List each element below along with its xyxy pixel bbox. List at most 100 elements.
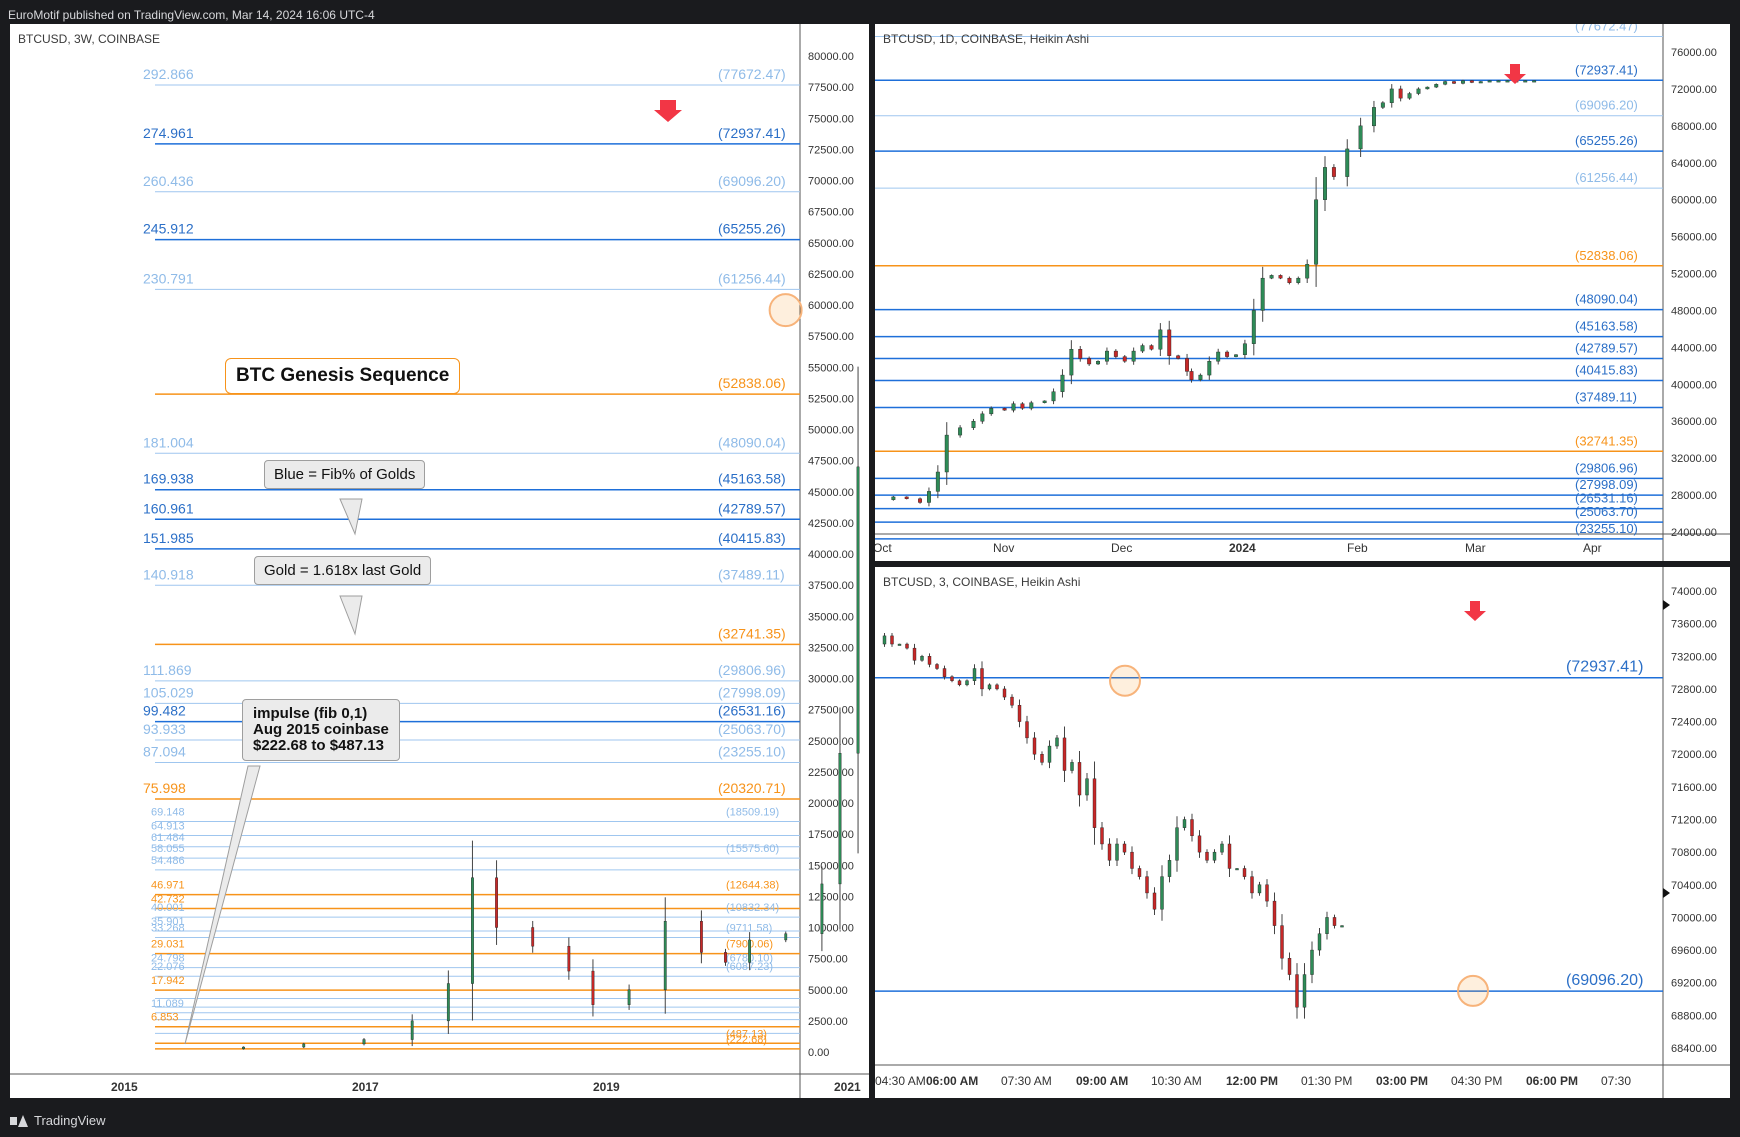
candle (1305, 264, 1310, 279)
chart-panel-1d[interactable]: 76000.00 72000.00 68000.00 64000.00 60000.00… (875, 24, 1730, 561)
candle (1131, 350, 1136, 362)
candle (1314, 199, 1319, 265)
candle (1032, 737, 1037, 755)
candle (1190, 819, 1194, 837)
candle (1207, 361, 1212, 376)
x-tick-label: 2024 (1229, 541, 1256, 555)
fib-price-label: (9711.58) (726, 922, 772, 934)
candle (1107, 843, 1112, 861)
fib-price-label: (37489.11) (718, 566, 785, 582)
y-tick-label: 55000.00 (808, 362, 854, 374)
candle (1002, 408, 1007, 411)
candle (1212, 851, 1217, 861)
fib-price-label: (52838.06) (718, 375, 786, 391)
chart-panel-3m[interactable]: 74000.00 73600.00 73200.00 72800.00 72400.00… (875, 567, 1730, 1098)
candle (1487, 80, 1492, 83)
candle (1461, 80, 1465, 84)
y-tick-label: 69600.00 (1671, 945, 1717, 957)
candle (1176, 355, 1181, 359)
candle (1167, 329, 1172, 356)
y-tick-label: 22500.00 (808, 767, 854, 779)
candle (627, 989, 631, 1005)
candle (897, 643, 902, 646)
candle (1055, 737, 1059, 747)
candle (471, 877, 474, 984)
candle (700, 921, 703, 953)
x-tick-label: 04:30 PM (1451, 1074, 1502, 1088)
y-tick-label: 48000.00 (1671, 305, 1717, 317)
price-level-label: (26531.16) (1575, 491, 1638, 506)
candle (1115, 843, 1119, 861)
candle (1452, 81, 1456, 84)
candle (1389, 88, 1394, 103)
candle (1160, 876, 1164, 910)
chart-3m-svg[interactable]: 74000.00 73600.00 73200.00 72800.00 72400.00… (875, 567, 1730, 1098)
chart-panel-3w[interactable]: 80000.00 77500.00 75000.00 72500.00 70000.00… (10, 24, 869, 1098)
y-tick-label: 44000.00 (1671, 342, 1717, 354)
y-tick-label: 72000.00 (1671, 84, 1717, 96)
callout-tail (339, 595, 363, 636)
fib-pct-label: 6.853 (151, 1012, 179, 1024)
chart-1d-svg[interactable]: 76000.00 72000.00 68000.00 64000.00 60000.00… (875, 24, 1730, 561)
y-tick-label: 64000.00 (1671, 158, 1717, 170)
candle (920, 656, 924, 661)
candle (1278, 275, 1283, 279)
fib-pct-label: 22.076 (151, 961, 185, 973)
candle (1078, 349, 1083, 359)
price-level-label: (25063.70) (1575, 504, 1638, 519)
impulse-annotation[interactable]: impulse (fib 0,1) Aug 2015 coinbase $222… (242, 699, 400, 761)
price-level-label: (45163.58) (1575, 319, 1638, 334)
fib-pct-label: 274.961 (143, 125, 194, 141)
candle (987, 684, 992, 690)
candle (1272, 900, 1277, 926)
fib-pct-label: 17.942 (151, 975, 185, 987)
y-tick-label: 36000.00 (1671, 416, 1717, 428)
candle (1113, 350, 1118, 357)
fib-pct-label: 11.089 (151, 998, 184, 1010)
gold-note-annotation[interactable]: Gold = 1.618x last Gold (254, 556, 432, 585)
tradingview-footer[interactable]: TradingView (10, 1113, 106, 1128)
callout-tail (339, 498, 363, 536)
candle (1407, 93, 1412, 99)
callout-tail (184, 765, 261, 1045)
y-tick-label: 57500.00 (808, 331, 854, 343)
candle (495, 877, 498, 928)
price-level-label: (61256.44) (1575, 170, 1638, 185)
candle (905, 643, 909, 649)
candle (957, 680, 962, 686)
candle (1469, 80, 1474, 83)
x-tick-label: 09:00 AM (1076, 1074, 1128, 1088)
candle (1345, 148, 1350, 177)
candle (1042, 400, 1047, 403)
fib-price-label: (72937.41) (718, 125, 786, 141)
candle (362, 1039, 366, 1045)
fib-pct-label: 230.791 (143, 270, 194, 286)
candle (1434, 84, 1439, 88)
x-tick-label: 03:00 PM (1376, 1074, 1428, 1088)
candle (838, 753, 842, 885)
candle (1002, 688, 1007, 698)
fib-price-label: (26531.16) (718, 703, 786, 719)
x-tick-label: 06:00 PM (1526, 1074, 1578, 1088)
impulse-line-2: Aug 2015 coinbase (253, 721, 389, 738)
candle (1372, 107, 1376, 127)
candle (904, 496, 909, 499)
candle (748, 939, 752, 963)
chart-3w-svg[interactable]: 80000.00 77500.00 75000.00 72500.00 70000.00… (10, 24, 869, 1098)
candle (1317, 933, 1322, 951)
brand-name: TradingView (34, 1113, 106, 1128)
fib-pct-label: 111.869 (143, 662, 192, 678)
candle (1100, 827, 1104, 845)
x-tick-label: Apr (1583, 541, 1602, 555)
y-tick-label: 72500.00 (808, 144, 854, 156)
fib-price-label: (42789.57) (718, 500, 786, 516)
candle (1140, 345, 1145, 352)
y-tick-label: 60000.00 (1671, 195, 1717, 207)
candle (1020, 403, 1025, 409)
y-tick-label: 40000.00 (808, 549, 854, 561)
fib-pct-label: 87.094 (143, 743, 186, 759)
candle (1047, 745, 1052, 763)
candle (912, 647, 917, 661)
genesis-annotation[interactable]: BTC Genesis Sequence (225, 358, 461, 394)
blue-note-annotation[interactable]: Blue = Fib% of Golds (264, 460, 426, 489)
